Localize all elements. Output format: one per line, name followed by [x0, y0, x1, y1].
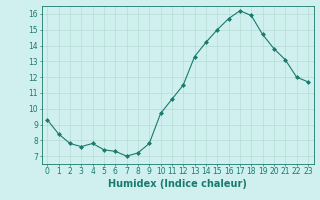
- X-axis label: Humidex (Indice chaleur): Humidex (Indice chaleur): [108, 179, 247, 189]
